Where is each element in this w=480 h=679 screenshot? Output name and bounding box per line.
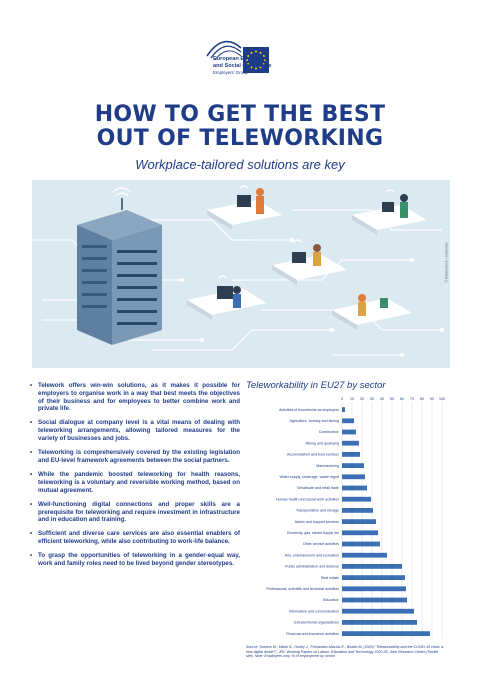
- x-tick-label: 20: [360, 397, 364, 401]
- category-label: Arts, entertainment and recreation: [285, 553, 339, 557]
- category-label: Financial and insurance activities: [286, 632, 339, 636]
- bar: [342, 597, 407, 603]
- category-label: Activities of households as employers: [279, 408, 339, 412]
- x-tick-label: 100: [439, 397, 445, 401]
- category-label: Professional, scientific and technical a…: [266, 587, 339, 591]
- category-label: Electricity, gas, steam supply etc: [287, 531, 339, 535]
- bar: [342, 407, 345, 412]
- bar: [342, 474, 365, 480]
- bar: [342, 452, 360, 457]
- x-tick-label: 70: [410, 397, 414, 401]
- bar: [342, 552, 387, 558]
- category-label: Public administration and defense: [285, 565, 339, 569]
- x-tick-label: 90: [430, 397, 434, 401]
- title-line-1: HOW TO GET THE BEST: [94, 102, 386, 127]
- bar: [342, 496, 371, 502]
- category-label: Other service activities: [303, 542, 339, 546]
- x-tick-label: 30: [370, 397, 374, 401]
- chart-title: Teleworkability in EU27 by sector: [246, 380, 386, 391]
- illustration-credit: © Adobestock / ssstocker: [444, 242, 448, 283]
- category-label: Education: [323, 598, 339, 602]
- x-tick-label: 40: [380, 397, 384, 401]
- bar: [342, 429, 356, 435]
- x-tick-label: 10: [350, 397, 354, 401]
- category-label: Real estate: [321, 576, 339, 580]
- x-tick-label: 50: [390, 397, 394, 401]
- bar: [342, 541, 380, 547]
- category-label: Admin and support services: [295, 520, 340, 524]
- x-tick-label: 80: [420, 397, 424, 401]
- category-label: Accomodation and food services: [287, 453, 339, 457]
- bar: [342, 530, 378, 536]
- bar: [342, 564, 402, 569]
- category-label: Transportation and storage: [296, 509, 339, 513]
- category-label: Extraterritorial organisations: [294, 621, 339, 625]
- source-note: Source: Sostero M., Milasi S., Hurley J.…: [246, 645, 444, 658]
- category-label: Human health and social work activities: [276, 497, 339, 501]
- category-label: Wholesale and retail trade: [297, 486, 339, 490]
- list-item: Sufficient and diverse care services are…: [30, 530, 240, 546]
- title-line-2: OUT OF TELEWORKING: [96, 126, 384, 151]
- list-item: While the pandemic boosted teleworking f…: [30, 471, 240, 494]
- organisation-name: European Economic and Social Committee: [213, 56, 272, 69]
- bar: [342, 631, 430, 636]
- category-label: Agriculture, forestry and fishing: [289, 419, 339, 423]
- teleworking-illustration: © Adobestock / ssstocker: [32, 180, 450, 368]
- bar: [342, 620, 417, 625]
- category-label: Information and communication: [289, 609, 339, 613]
- category-label: Mining and quarrying: [305, 441, 339, 445]
- header: European Economic and Social Committee E…: [0, 0, 480, 95]
- category-label: Water supply, sewerage, waste mgmt: [279, 475, 339, 479]
- group-name: Employers' Group: [213, 70, 249, 75]
- teleworkability-bar-chart: 0 10 20 30 40 50 60 70 80 90 100 Activities of hous…: [266, 397, 445, 640]
- bar: [342, 463, 364, 468]
- list-item: Telework offers win-win solutions, as it…: [30, 382, 240, 413]
- list-item: Well-functioning digital connections and…: [30, 501, 240, 524]
- list-item: To grasp the opportunities of teleworkin…: [30, 552, 240, 568]
- list-item: Teleworking is comprehensively covered b…: [30, 449, 240, 465]
- x-tick-label: 0: [341, 397, 343, 401]
- bar: [342, 440, 359, 446]
- category-label: Manufacturing: [316, 464, 339, 468]
- bar: [342, 586, 406, 592]
- bar: [342, 575, 405, 580]
- bar: [342, 508, 373, 513]
- page-title: HOW TO GET THE BEST OUT OF TELEWORKING: [0, 103, 480, 151]
- x-tick-label: 60: [400, 397, 404, 401]
- bar: [342, 608, 414, 614]
- bar: [342, 418, 354, 424]
- list-item: Social dialogue at company level is a vi…: [30, 419, 240, 442]
- key-points-list: Telework offers win-win solutions, as it…: [30, 382, 240, 574]
- network-illustration-icon: [32, 185, 444, 357]
- category-label: Construction: [319, 430, 339, 434]
- bar: [342, 519, 376, 524]
- bar: [342, 485, 367, 491]
- page-subtitle: Workplace-tailored solutions are key: [135, 157, 345, 172]
- eesc-logo-icon: [206, 40, 269, 73]
